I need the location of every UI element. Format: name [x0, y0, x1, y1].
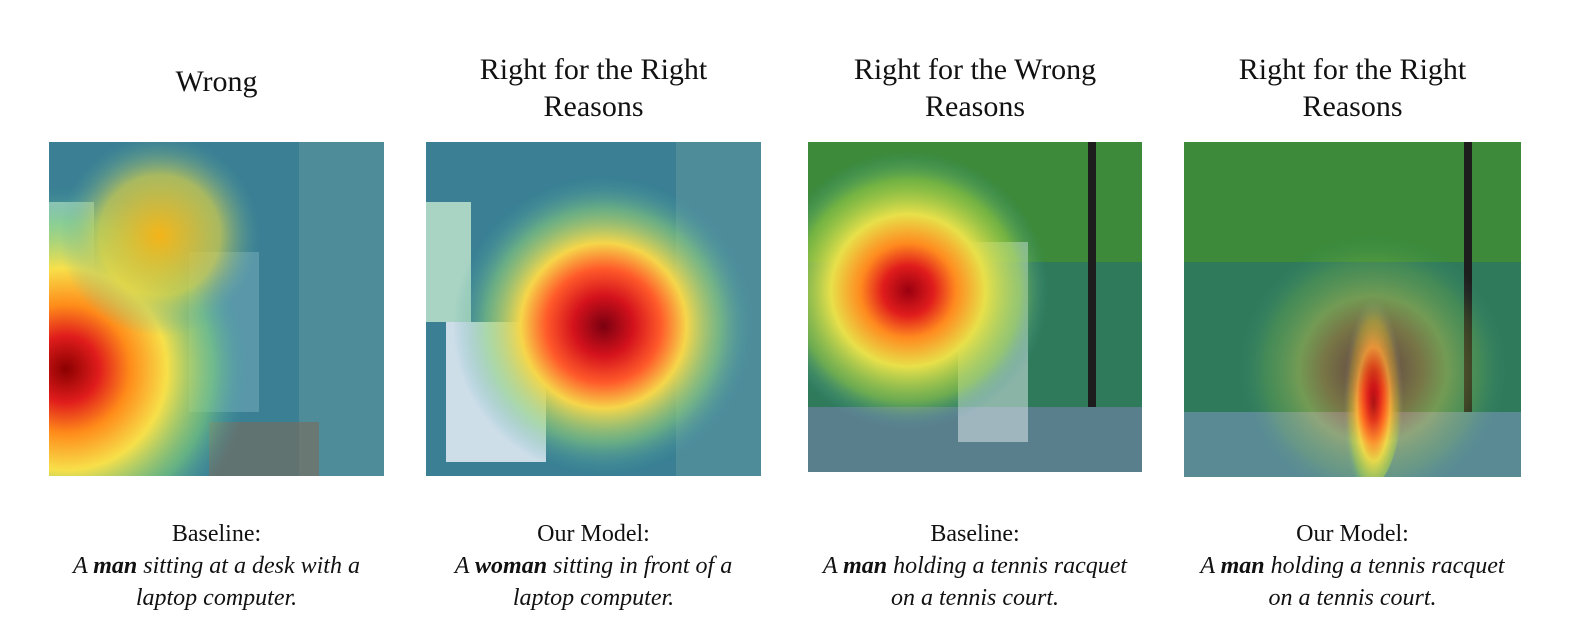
panel-caption: Baseline: A man sitting at a desk with a…	[49, 518, 384, 614]
caption-subject: woman	[475, 553, 548, 579]
caption-sentence-line-2: laptop computer.	[135, 585, 298, 611]
heatmap-image-tennis-right	[1184, 142, 1521, 477]
panel-title: Right for the Right Reasons	[426, 51, 761, 125]
caption-label: Baseline:	[930, 521, 1020, 547]
caption-subject: man	[1220, 553, 1265, 579]
panel-title-line: Reasons	[925, 90, 1025, 123]
caption-label: Our Model:	[537, 521, 650, 547]
panel-title-line: Right for the Right	[479, 53, 708, 86]
caption-subject: man	[93, 553, 138, 579]
panel-title-line: Wrong	[175, 65, 258, 98]
panel-title-line: Reasons	[1302, 90, 1403, 123]
caption-sentence-line-2: on a tennis court.	[1268, 585, 1437, 611]
panel-title: Wrong	[49, 63, 384, 100]
heatmap-image-office-right	[426, 142, 761, 476]
caption-subject: man	[843, 553, 888, 579]
panel-caption: Our Model: A man holding a tennis racque…	[1184, 518, 1521, 614]
panel-title: Right for the Right Reasons	[1184, 51, 1521, 125]
caption-sentence-line-2: on a tennis court.	[891, 585, 1059, 611]
caption-sentence: A woman sitting in front of a	[454, 553, 733, 579]
heatmap-image-tennis-wrong	[808, 142, 1142, 472]
panel-caption: Our Model: A woman sitting in front of a…	[426, 518, 761, 614]
panel-title-line: Reasons	[543, 90, 644, 123]
caption-sentence: A man holding a tennis racquet	[822, 553, 1128, 579]
heatmap-image-office-wrong	[49, 142, 384, 476]
panel-title: Right for the Wrong Reasons	[808, 51, 1142, 125]
caption-label: Baseline:	[171, 521, 262, 547]
panel-title-line: Right for the Wrong	[853, 53, 1097, 86]
caption-label: Our Model:	[1296, 521, 1409, 547]
caption-sentence: A man holding a tennis racquet	[1200, 553, 1505, 579]
caption-sentence-line-2: laptop computer.	[512, 585, 675, 611]
panel-title-line: Right for the Right	[1238, 53, 1467, 86]
caption-sentence: A man sitting at a desk with a	[73, 553, 360, 579]
panel-caption: Baseline: A man holding a tennis racquet…	[808, 518, 1142, 614]
